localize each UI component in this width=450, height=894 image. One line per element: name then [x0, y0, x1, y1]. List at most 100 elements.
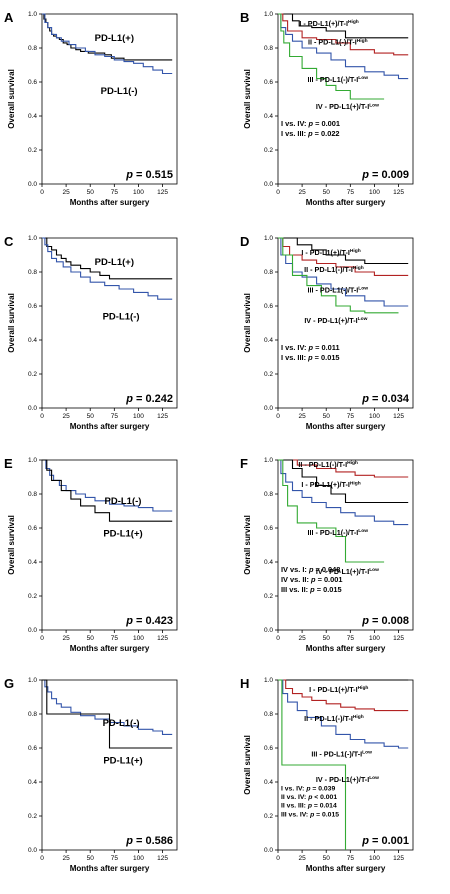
series-line-c-0 [42, 237, 173, 280]
x-tick-label-d-1: 25 [298, 413, 306, 420]
series-label-d-1: II - PD-L1(-)/T-IHigh [304, 265, 364, 274]
panel-g: G 0.0 0.2 0.4 0.6 0.8 1.0 0 25 50 75 100 125 Months a… [4, 676, 178, 873]
x-axis-title-h: Months after surgery [306, 864, 386, 873]
series-line-b-2 [278, 13, 409, 80]
x-tick-label-d-0: 0 [276, 413, 280, 420]
x-tick-label-f-4: 100 [369, 635, 380, 642]
y-tick-label-a-0: 0.0 [28, 181, 37, 188]
comparison-h-2: II vs. III: p = 0.014 [281, 803, 337, 810]
series-label-b-1: II - PD-L1(-)/T-IHigh [308, 38, 368, 47]
x-tick-label-h-0: 0 [276, 855, 280, 862]
plot-frame-b [277, 13, 414, 185]
panel-letter-c: C [4, 234, 14, 249]
x-tick-label-b-3: 75 [347, 189, 355, 196]
x-tick-label-b-2: 50 [323, 189, 331, 196]
x-tick-label-a-5: 125 [157, 189, 168, 196]
series-label-a-1: PD-L1(-) [101, 86, 138, 97]
comparison-h-3: III vs. IV: p = 0.015 [281, 811, 339, 818]
y-tick-label-d-0: 0.0 [264, 405, 273, 412]
x-tick-label-g-2: 50 [87, 855, 95, 862]
series-line-d-1 [278, 237, 409, 276]
x-tick-label-a-4: 100 [133, 189, 144, 196]
panel-letter-a: A [4, 10, 14, 25]
panel-letter-b: B [240, 10, 249, 25]
x-tick-label-c-0: 0 [40, 413, 44, 420]
y-tick-label-g-4: 0.8 [28, 711, 37, 718]
y-tick-label-d-3: 0.6 [264, 303, 273, 310]
series-label-b-0: I - PD-L1(+)/T-IHigh [299, 19, 358, 28]
series-label-h-3: IV - PD-L1(+)/T-ILow [316, 775, 379, 784]
series-label-a-0: PD-L1(+) [95, 33, 134, 44]
y-tick-label-e-4: 0.8 [28, 491, 37, 498]
y-tick-label-b-3: 0.6 [264, 79, 273, 86]
x-tick-label-e-4: 100 [133, 635, 144, 642]
series-line-f-3 [278, 459, 385, 563]
series-line-g-1 [42, 679, 173, 749]
x-tick-label-h-3: 75 [347, 855, 355, 862]
y-axis-title-a: Overall survival [7, 69, 16, 129]
x-tick-label-a-3: 75 [111, 189, 119, 196]
x-tick-label-a-0: 0 [40, 189, 44, 196]
x-tick-label-b-1: 25 [298, 189, 306, 196]
y-tick-label-a-3: 0.6 [28, 79, 37, 86]
y-tick-label-a-1: 0.2 [28, 147, 37, 154]
y-tick-label-d-1: 0.2 [264, 371, 273, 378]
x-axis-title-g: Months after surgery [70, 864, 150, 873]
panel-d: D 0.0 0.2 0.4 0.6 0.8 1.0 0 25 50 75 100 125 Months a… [240, 234, 414, 431]
x-tick-label-e-5: 125 [157, 635, 168, 642]
plot-frame-g [41, 679, 178, 851]
x-tick-label-c-3: 75 [111, 413, 119, 420]
comparison-b-0: I vs. IV: p = 0.001 [281, 119, 340, 128]
x-tick-label-g-4: 100 [133, 855, 144, 862]
series-label-e-0: PD-L1(-) [105, 496, 142, 507]
x-tick-label-h-4: 100 [369, 855, 380, 862]
panel-letter-h: H [240, 676, 249, 691]
y-tick-label-c-5: 1.0 [28, 235, 37, 242]
panel-c: C 0.0 0.2 0.4 0.6 0.8 1.0 0 25 50 75 100 125 Months a… [4, 234, 178, 431]
series-label-g-0: PD-L1(-) [103, 718, 140, 729]
x-tick-label-f-1: 25 [298, 635, 306, 642]
p-value-h: p = 0.001 [361, 835, 409, 847]
panel-f: F 0.0 0.2 0.4 0.6 0.8 1.0 0 25 50 75 100 125 Months a… [240, 456, 414, 653]
plot-frame-a [41, 13, 178, 185]
x-tick-label-c-1: 25 [62, 413, 70, 420]
y-tick-label-g-1: 0.2 [28, 813, 37, 820]
panel-letter-f: F [240, 456, 248, 471]
series-label-b-3: IV - PD-L1(+)/T-ILow [316, 102, 379, 111]
series-label-d-0: I - PD-L1(+)/T-IHigh [301, 248, 360, 257]
series-label-g-1: PD-L1(+) [103, 755, 142, 766]
series-line-h-1 [278, 679, 409, 712]
y-axis-title-b: Overall survival [243, 69, 252, 129]
p-value-a: p = 0.515 [125, 169, 173, 181]
y-tick-label-c-2: 0.4 [28, 337, 37, 344]
plot-frame-f [277, 459, 414, 631]
panel-letter-g: G [4, 676, 14, 691]
y-tick-label-g-0: 0.0 [28, 847, 37, 854]
y-tick-label-c-1: 0.2 [28, 371, 37, 378]
series-label-h-0: I - PD-L1(+)/T-IHigh [309, 685, 368, 694]
series-label-f-3: IV - PD-L1(+)/T-ILow [316, 567, 379, 576]
p-value-b: p = 0.009 [361, 169, 409, 181]
series-line-f-1 [278, 459, 409, 504]
x-tick-label-a-2: 50 [87, 189, 95, 196]
comparison-h-1: II vs. IV: p < 0.001 [281, 794, 337, 801]
y-tick-label-g-3: 0.6 [28, 745, 37, 752]
y-tick-label-h-1: 0.2 [264, 813, 273, 820]
series-label-c-0: PD-L1(+) [95, 257, 134, 268]
x-axis-title-f: Months after surgery [306, 644, 386, 653]
series-line-e-0 [42, 459, 173, 512]
y-tick-label-d-5: 1.0 [264, 235, 273, 242]
x-tick-label-c-4: 100 [133, 413, 144, 420]
y-tick-label-a-2: 0.4 [28, 113, 37, 120]
y-tick-label-c-3: 0.6 [28, 303, 37, 310]
y-tick-label-d-4: 0.8 [264, 269, 273, 276]
series-line-a-1 [42, 13, 173, 75]
comparison-f-1: IV vs. II: p = 0.001 [281, 575, 342, 584]
y-tick-label-h-2: 0.4 [264, 779, 273, 786]
series-label-c-1: PD-L1(-) [103, 312, 140, 323]
series-label-e-1: PD-L1(+) [103, 529, 142, 540]
p-value-f: p = 0.008 [361, 615, 409, 627]
series-line-h-3 [278, 679, 347, 850]
plot-frame-e [41, 459, 178, 631]
y-tick-label-h-3: 0.6 [264, 745, 273, 752]
